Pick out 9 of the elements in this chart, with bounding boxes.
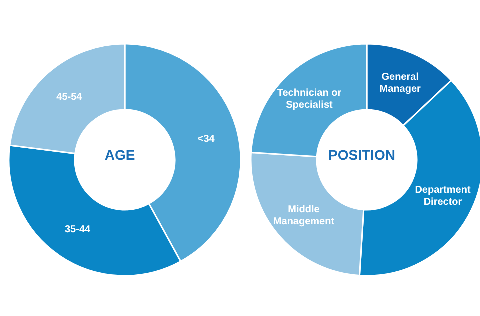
slice-label: Middle Management	[273, 204, 336, 228]
slice-label: General Manager	[380, 71, 422, 94]
slice-label: <34	[198, 134, 216, 145]
slice-label: Department Director	[415, 184, 472, 208]
text: POSITION	[328, 147, 396, 163]
slice-label: Technician or Specialist	[277, 87, 342, 110]
slice-label: 45-54	[56, 91, 83, 102]
text: AGE	[104, 147, 136, 163]
slice-label: 35-44	[64, 224, 92, 235]
